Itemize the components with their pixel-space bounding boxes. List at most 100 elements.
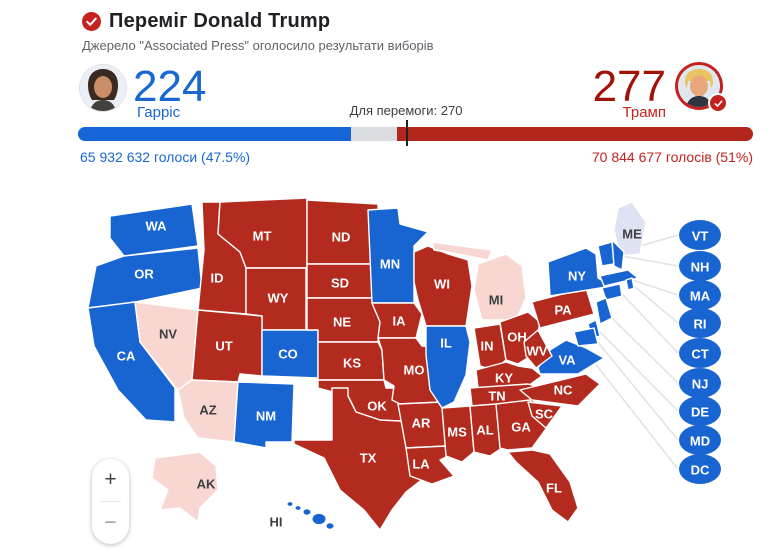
state-in[interactable]: IN xyxy=(473,323,507,371)
state-az[interactable]: AZ xyxy=(177,379,239,443)
state-shape-nc[interactable] xyxy=(519,373,601,407)
state-ri[interactable] xyxy=(625,277,635,291)
state-shape-nj[interactable] xyxy=(595,297,613,325)
state-nm[interactable]: NM xyxy=(233,381,295,449)
state-tx[interactable]: TX xyxy=(293,387,437,531)
state-shape-tx[interactable] xyxy=(293,387,437,531)
state-ia[interactable]: IA xyxy=(371,302,423,339)
state-pill-nj[interactable]: NJ xyxy=(679,368,721,398)
state-pill-dc[interactable]: DC xyxy=(679,454,721,484)
rep-bar-segment xyxy=(396,127,753,141)
state-label-in: IN xyxy=(481,339,494,354)
state-il[interactable]: IL xyxy=(425,325,471,409)
state-ne[interactable]: NE xyxy=(306,297,383,343)
zoom-in-button[interactable]: + xyxy=(92,459,129,501)
zoom-out-button[interactable]: − xyxy=(92,502,129,544)
state-shape-nh[interactable] xyxy=(611,239,625,271)
island-hi[interactable] xyxy=(302,508,312,516)
island-hi[interactable] xyxy=(294,505,302,511)
state-shape-al[interactable] xyxy=(469,403,503,457)
state-shape-nm[interactable] xyxy=(233,381,295,449)
state-pill-vt[interactable]: VT xyxy=(679,220,721,250)
state-mt[interactable]: MT xyxy=(217,197,308,269)
state-shape-vt[interactable] xyxy=(597,241,615,267)
state-al[interactable]: AL xyxy=(469,403,503,457)
state-ut[interactable]: UT xyxy=(191,309,263,383)
pill-shape-ma[interactable] xyxy=(679,280,721,310)
pill-shape-de[interactable] xyxy=(679,396,721,426)
state-shape-sc[interactable] xyxy=(527,401,563,429)
state-shape-ak[interactable] xyxy=(151,451,219,523)
state-wi[interactable]: WI xyxy=(413,245,473,327)
state-pill-ma[interactable]: MA xyxy=(679,280,721,310)
state-sc[interactable]: SC xyxy=(527,401,563,429)
state-sd[interactable]: SD xyxy=(306,263,383,299)
state-label-ky: KY xyxy=(495,371,513,386)
state-shape-ct[interactable] xyxy=(601,283,623,301)
state-shape2-mi[interactable] xyxy=(431,241,493,261)
state-shape-md[interactable] xyxy=(573,327,599,347)
state-pill-ct[interactable]: CT xyxy=(679,338,721,368)
state-shape-wa[interactable] xyxy=(109,203,199,257)
island-hi[interactable] xyxy=(325,522,335,530)
pill-shape-nh[interactable] xyxy=(679,251,721,281)
state-shape-va[interactable] xyxy=(537,339,605,375)
state-ks[interactable]: KS xyxy=(317,341,385,381)
state-shape-wv[interactable] xyxy=(523,329,553,369)
state-wy[interactable]: WY xyxy=(245,267,307,331)
state-label-nd: ND xyxy=(332,230,351,245)
state-label-fl: FL xyxy=(546,481,562,496)
pill-shape-nj[interactable] xyxy=(679,368,721,398)
state-mi[interactable]: MI xyxy=(431,241,527,321)
state-pill-de[interactable]: DE xyxy=(679,396,721,426)
state-label-mt: MT xyxy=(253,229,272,244)
state-label-ar: AR xyxy=(412,416,431,431)
state-pill-nh[interactable]: NH xyxy=(679,251,721,281)
pill-shape-md[interactable] xyxy=(679,425,721,455)
state-ma[interactable] xyxy=(599,269,639,287)
island-hi[interactable] xyxy=(311,512,327,526)
state-nc[interactable]: NC xyxy=(519,373,601,407)
state-or[interactable]: OR xyxy=(87,247,203,309)
state-ak[interactable]: AK xyxy=(151,451,219,523)
state-shape-ms[interactable] xyxy=(441,405,475,463)
winner-check-icon xyxy=(82,12,101,31)
pill-shape-dc[interactable] xyxy=(679,454,721,484)
state-va[interactable]: VA xyxy=(537,339,605,375)
state-fl[interactable]: FL xyxy=(507,449,579,523)
state-me[interactable]: ME xyxy=(613,201,647,257)
state-pa[interactable]: PA xyxy=(531,287,595,329)
state-pill-md[interactable]: MD xyxy=(679,425,721,455)
state-ar[interactable]: AR xyxy=(397,401,447,449)
state-shape-il[interactable] xyxy=(425,325,471,409)
pill-label-vt: VT xyxy=(692,229,709,244)
pill-shape-vt[interactable] xyxy=(679,220,721,250)
pill-shape-ri[interactable] xyxy=(679,308,721,338)
us-electoral-map[interactable]: WA OR CA NV ID MT WY UT CO AZ NM ND SD NE KS OK TX MN IA MO… xyxy=(80,190,730,552)
pill-shape-ct[interactable] xyxy=(679,338,721,368)
state-la[interactable]: LA xyxy=(405,445,455,485)
state-ms[interactable]: MS xyxy=(441,405,475,463)
state-hi[interactable]: HI xyxy=(270,501,335,530)
state-wv[interactable]: WV xyxy=(523,329,553,369)
dem-electoral-count: 224 xyxy=(133,62,207,111)
rep-electoral-count: 277 xyxy=(592,62,666,111)
state-ct[interactable] xyxy=(601,283,623,301)
state-nd[interactable]: ND xyxy=(306,199,381,265)
connector-line-ri xyxy=(633,285,679,324)
state-nh[interactable] xyxy=(611,239,625,271)
state-co[interactable]: CO xyxy=(261,329,319,379)
state-wa[interactable]: WA xyxy=(109,203,199,257)
state-label-tn: TN xyxy=(488,389,505,404)
state-shape-mi[interactable] xyxy=(473,253,527,321)
state-shape-me[interactable] xyxy=(613,201,647,257)
state-pill-ri[interactable]: RI xyxy=(679,308,721,338)
state-shape-fl[interactable] xyxy=(507,449,579,523)
state-shape-ma[interactable] xyxy=(599,269,639,287)
state-vt[interactable] xyxy=(597,241,615,267)
state-md[interactable] xyxy=(573,327,599,347)
state-shape-ri[interactable] xyxy=(625,277,635,291)
state-mn[interactable]: MN xyxy=(367,207,429,304)
island-hi[interactable] xyxy=(286,501,294,507)
state-nj[interactable] xyxy=(595,297,613,325)
